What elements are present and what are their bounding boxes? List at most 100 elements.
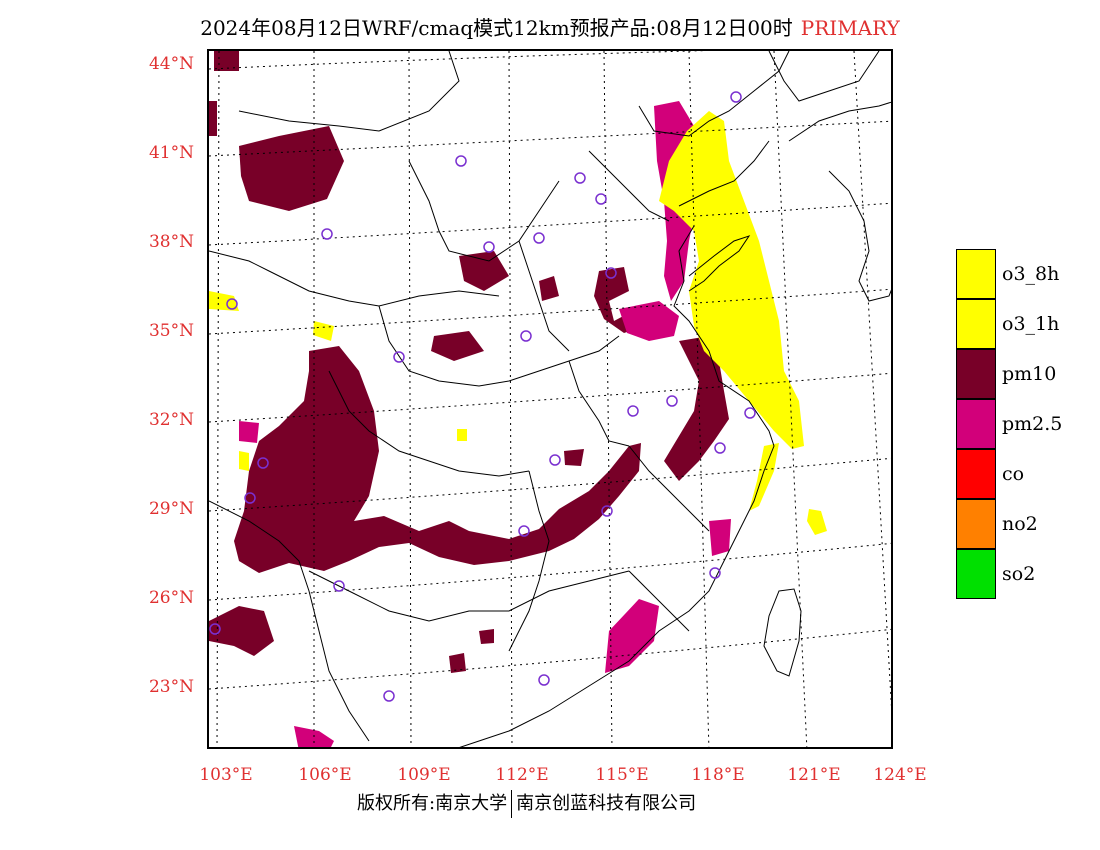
- legend-label: co: [1002, 463, 1025, 485]
- lon-118: [688, 51, 710, 747]
- station-marker: [549, 454, 561, 466]
- station-marker: [709, 567, 721, 579]
- station-marker: [730, 91, 742, 103]
- lon-label-118: 118°E: [691, 765, 745, 785]
- station-marker: [533, 232, 545, 244]
- lon-label-112: 112°E: [495, 765, 549, 785]
- lon-label-109: 109°E: [397, 765, 451, 785]
- copyright-right: 南京创蓝科技有限公司: [516, 793, 697, 814]
- pm10-inland-2: [431, 331, 484, 361]
- map-title: 2024年08月12日WRF/cmaq模式12km预报产品:08月12日00时 P…: [0, 12, 1100, 41]
- lat-41: [209, 120, 891, 157]
- lon-109: [408, 51, 412, 747]
- station-marker: [666, 395, 678, 407]
- pm10-inland-1: [459, 251, 509, 291]
- province-7: [588, 150, 670, 222]
- station-marker: [744, 407, 756, 419]
- station-marker: [595, 193, 607, 205]
- o3-offshore: [807, 509, 827, 535]
- o3-south-coast: [749, 443, 779, 511]
- northeast-border: [768, 51, 880, 102]
- o3-west-edge: [209, 291, 239, 311]
- title-text: 2024年08月12日WRF/cmaq模式12km预报产品:08月12日00时: [200, 16, 793, 40]
- lat-label-26: 26°N: [148, 588, 194, 608]
- station-marker: [520, 330, 532, 342]
- lat-26: [209, 542, 891, 601]
- station-marker: [244, 492, 256, 504]
- pm10-northwest-blob: [239, 126, 344, 211]
- pm25-fujian: [709, 519, 731, 556]
- station-marker: [209, 623, 221, 635]
- province-12: [568, 360, 630, 447]
- legend-label: o3_8h: [1002, 263, 1060, 285]
- legend-swatch: [956, 549, 996, 599]
- pm10-west-strip: [209, 101, 217, 136]
- province-13: [628, 570, 690, 632]
- pollution-areas: [209, 51, 827, 747]
- province-10: [308, 570, 630, 622]
- map-canvas: [209, 51, 891, 747]
- station-marker: [393, 351, 405, 363]
- province-8: [508, 470, 550, 652]
- pm10-small-3: [449, 653, 466, 673]
- shandong-peninsula: [688, 235, 751, 292]
- legend-label: pm10: [1002, 363, 1057, 385]
- pm10-southwest: [209, 606, 274, 656]
- lat-32: [209, 372, 891, 423]
- lat-44: [209, 51, 708, 70]
- province-4: [328, 370, 530, 477]
- lat-label-38: 38°N: [148, 232, 194, 252]
- pm25-jiangsu: [619, 301, 679, 341]
- lon-label-106: 106°E: [298, 765, 352, 785]
- province-9: [628, 445, 710, 532]
- korea-peninsula: [828, 170, 891, 302]
- lat-label-44: 44°N: [148, 54, 194, 74]
- lon-103: [216, 51, 220, 747]
- station-marker: [226, 298, 238, 310]
- station-marker: [518, 525, 530, 537]
- primary-tag: PRIMARY: [800, 16, 900, 40]
- legend-swatch: [956, 349, 996, 399]
- taiwan: [763, 588, 802, 677]
- korea-border: [788, 101, 891, 142]
- copyright-footer: 版权所有:南京大学 南京创蓝科技有限公司: [357, 789, 696, 818]
- legend-label: o3_1h: [1002, 313, 1060, 335]
- legend-label: no2: [1002, 513, 1038, 535]
- lon-label-121: 121°E: [787, 765, 841, 785]
- province-11: [209, 500, 370, 742]
- legend-swatch: [956, 299, 996, 349]
- legend-swatch: [956, 499, 996, 549]
- station-marker: [538, 674, 550, 686]
- station-marker: [605, 267, 617, 279]
- pm10-small-4: [479, 629, 494, 644]
- station-marker: [333, 580, 345, 592]
- station-marker: [714, 442, 726, 454]
- coastline: [459, 51, 790, 747]
- map-panel: [207, 49, 893, 749]
- lat-label-29: 29°N: [148, 499, 194, 519]
- station-marker: [574, 172, 586, 184]
- lat-label-35: 35°N: [148, 321, 194, 341]
- o3-small-1: [313, 321, 334, 341]
- o3-small-2: [457, 429, 467, 441]
- legend-swatch: [956, 249, 996, 299]
- lon-label-124: 124°E: [873, 765, 927, 785]
- lon-label-115: 115°E: [595, 765, 649, 785]
- lon-124: [853, 51, 891, 708]
- lon-label-103: 103°E: [199, 765, 253, 785]
- footer-divider: [511, 790, 513, 818]
- pm10-east-band: [664, 336, 729, 481]
- copyright-left: 版权所有:南京大学: [357, 793, 508, 814]
- lon-115: [603, 51, 613, 747]
- legend-swatch: [956, 449, 996, 499]
- station-marker: [383, 690, 395, 702]
- pm25-guangdong: [605, 599, 659, 673]
- province-3: [378, 305, 620, 387]
- lat-29: [209, 457, 891, 512]
- station-marker: [627, 405, 639, 417]
- lat-label-23: 23°N: [148, 677, 194, 697]
- province-6: [518, 240, 570, 352]
- lon-121: [773, 51, 808, 747]
- pm10-small-2: [564, 449, 584, 466]
- pm10-small-1: [539, 276, 559, 301]
